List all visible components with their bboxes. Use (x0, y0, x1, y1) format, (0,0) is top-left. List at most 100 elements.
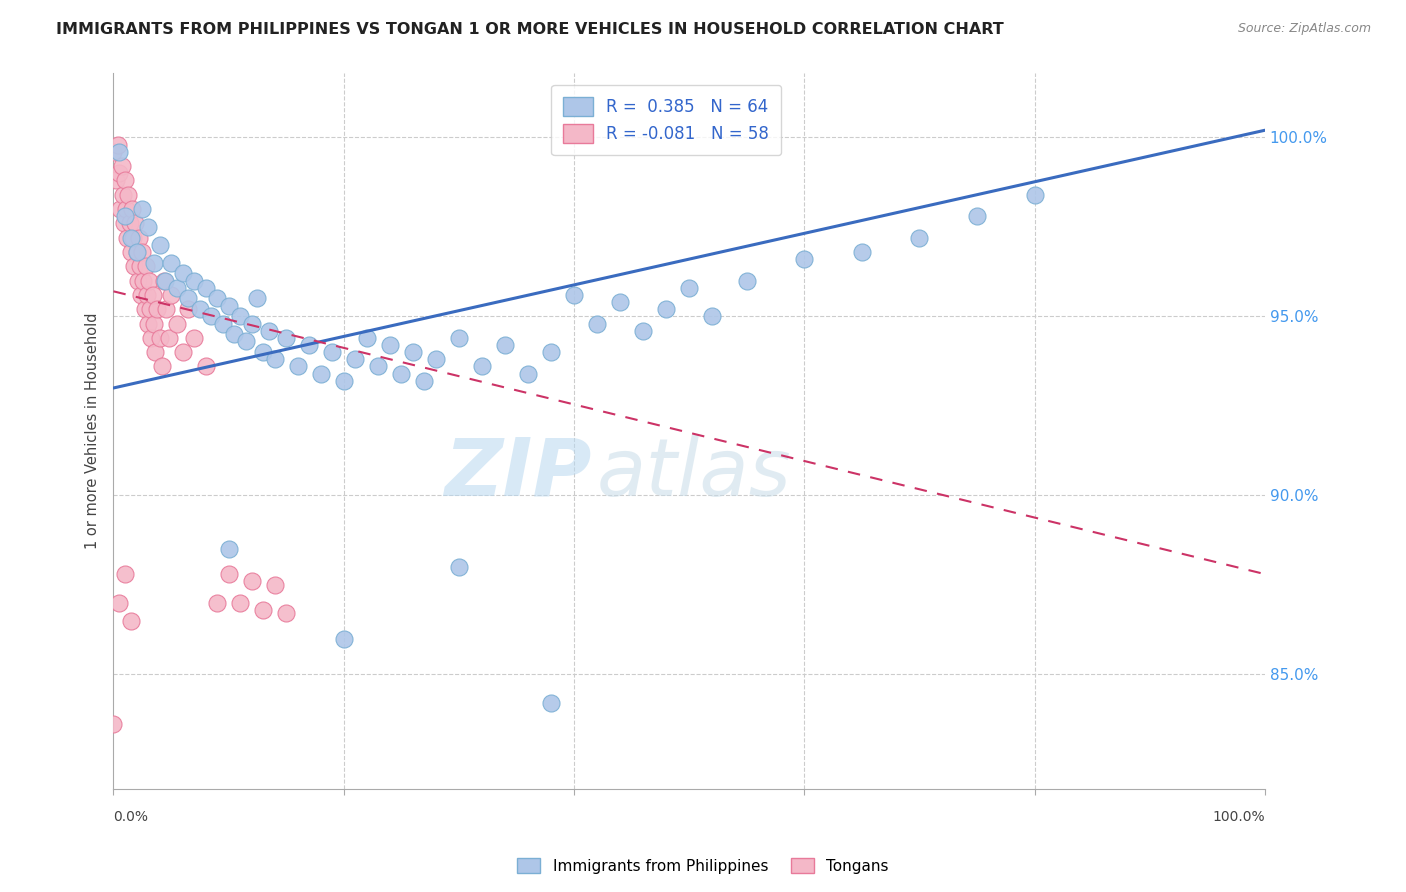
Point (966, 209, 988, 223)
Point (148, 331, 170, 345)
Point (136, 219, 159, 234)
Point (540, 345, 562, 359)
Point (263, 352, 285, 367)
Point (276, 331, 298, 345)
Point (122, 230, 145, 244)
Point (194, 281, 217, 295)
Point (252, 345, 274, 359)
Point (678, 281, 700, 295)
Point (793, 252, 815, 266)
Point (287, 359, 309, 374)
Point (118, 216, 141, 230)
Legend: R =  0.385   N = 64, R = -0.081   N = 58: R = 0.385 N = 64, R = -0.081 N = 58 (551, 85, 780, 155)
Point (218, 542, 240, 557)
Point (212, 317, 235, 331)
Point (108, 166, 131, 180)
Point (172, 345, 194, 359)
Point (344, 352, 367, 367)
Point (129, 288, 152, 302)
Point (117, 230, 139, 244)
Point (229, 310, 252, 324)
Point (702, 310, 724, 324)
Point (205, 596, 228, 610)
Point (138, 274, 160, 288)
Text: 0.0%: 0.0% (114, 810, 149, 824)
Point (183, 331, 205, 345)
Point (218, 299, 240, 313)
Point (586, 317, 609, 331)
Point (356, 331, 378, 345)
Point (413, 374, 436, 388)
Point (148, 237, 170, 252)
Point (257, 324, 280, 338)
Point (908, 230, 931, 244)
Point (177, 292, 200, 306)
Point (402, 345, 425, 359)
Point (157, 331, 180, 345)
Point (107, 137, 129, 152)
Point (120, 244, 142, 259)
Point (166, 281, 188, 295)
Point (114, 209, 136, 223)
Point (188, 302, 211, 317)
Point (367, 359, 389, 374)
Point (103, 145, 125, 159)
Point (121, 202, 143, 216)
Point (129, 260, 152, 274)
Point (218, 567, 240, 582)
Point (142, 255, 165, 269)
Point (120, 614, 142, 628)
Point (135, 288, 157, 302)
Point (263, 578, 285, 592)
Point (139, 302, 162, 317)
Point (122, 260, 145, 274)
Point (517, 367, 540, 381)
Point (124, 216, 146, 230)
Point (136, 317, 159, 331)
Point (540, 696, 562, 710)
Point (321, 345, 343, 359)
Point (134, 302, 156, 317)
Point (298, 338, 321, 352)
Point (205, 292, 228, 306)
Point (378, 338, 401, 352)
Legend: Immigrants from Philippines, Tongans: Immigrants from Philippines, Tongans (512, 852, 894, 880)
Point (104, 173, 127, 187)
Text: atlas: atlas (598, 435, 792, 513)
Point (851, 244, 873, 259)
Point (183, 274, 205, 288)
Point (135, 260, 157, 274)
Point (309, 367, 332, 381)
Point (631, 324, 654, 338)
Point (155, 302, 177, 317)
Point (172, 267, 194, 281)
Point (655, 302, 678, 317)
Point (120, 230, 142, 244)
Point (114, 567, 136, 582)
Point (150, 359, 173, 374)
Point (333, 632, 356, 646)
Point (609, 295, 631, 310)
Point (246, 292, 269, 306)
Point (224, 327, 246, 342)
Point (132, 274, 155, 288)
Point (103, 717, 125, 731)
Point (177, 302, 200, 317)
Point (471, 359, 494, 374)
Point (447, 331, 470, 345)
Y-axis label: 1 or more Vehicles in Household: 1 or more Vehicles in Household (86, 313, 100, 549)
Text: 100.0%: 100.0% (1212, 810, 1265, 824)
Point (108, 145, 131, 159)
Point (200, 310, 222, 324)
Point (276, 607, 298, 621)
Point (425, 352, 447, 367)
Point (160, 255, 183, 269)
Point (128, 230, 150, 244)
Point (160, 288, 183, 302)
Point (143, 345, 166, 359)
Point (155, 274, 177, 288)
Point (447, 560, 470, 574)
Text: ZIP: ZIP (444, 435, 592, 513)
Point (240, 317, 263, 331)
Point (389, 367, 412, 381)
